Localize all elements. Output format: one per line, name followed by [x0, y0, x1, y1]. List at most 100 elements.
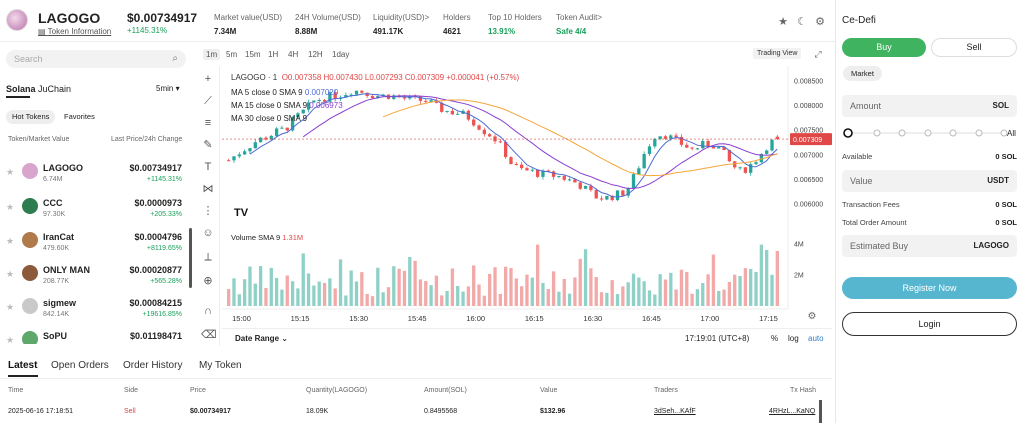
star-icon[interactable]: ★: [6, 236, 15, 246]
value-field[interactable]: Value USDT: [842, 170, 1017, 192]
interval-tab[interactable]: 1m: [203, 49, 221, 60]
ma5-line: [249, 93, 778, 198]
volume-bar: [519, 286, 524, 306]
volume-bar: [227, 289, 231, 306]
lock-icon[interactable]: ⌫: [201, 329, 217, 341]
volume-bar: [631, 273, 636, 306]
volume-bar: [658, 274, 662, 306]
token-list-item[interactable]: ★ sigmew 842.14K $0.00084215 +19616.85%: [0, 293, 192, 327]
interval-tab[interactable]: 1H: [268, 50, 279, 59]
chain-tab-solana[interactable]: Solana: [6, 84, 36, 94]
volume-bar: [424, 281, 428, 306]
auto-toggle[interactable]: auto: [808, 334, 824, 343]
volume-bar: [546, 289, 550, 306]
volume-bar: [333, 288, 337, 306]
interval-tab[interactable]: 4H: [288, 50, 299, 59]
interval-tab[interactable]: 12H: [308, 50, 323, 59]
volume-bar: [402, 270, 407, 306]
ruler-icon[interactable]: ⟂: [204, 251, 212, 263]
price-tick-label: 0.008000: [794, 103, 823, 110]
candle-body: [685, 144, 689, 148]
price-chart[interactable]: 0.008500 0.008000 0.007500 0.007000 0.006500…: [222, 66, 834, 328]
login-button[interactable]: Login: [842, 312, 1017, 336]
star-icon[interactable]: ★: [6, 269, 15, 279]
amount-field[interactable]: Amount SOL: [842, 95, 1017, 117]
amount-slider[interactable]: [840, 126, 1020, 140]
orders-tab[interactable]: Latest: [8, 360, 38, 371]
hlines-icon[interactable]: ≡: [204, 117, 212, 129]
volume-tick-label: 2M: [794, 273, 804, 280]
search-icon: ⌕: [172, 53, 178, 64]
interval-tab[interactable]: 15m: [245, 50, 261, 59]
token-list-item[interactable]: ★ CCC 97.30K $0.0000973 +205.33%: [0, 193, 192, 227]
volume-bar: [765, 249, 769, 306]
candle-body: [615, 190, 620, 201]
percent-toggle[interactable]: %: [771, 334, 779, 343]
slider-all-label[interactable]: All: [1007, 129, 1016, 138]
star-icon[interactable]: ★: [778, 16, 788, 28]
volume-bar: [445, 290, 449, 306]
volume-bar: [365, 293, 369, 306]
interval-tab[interactable]: 1day: [332, 50, 350, 59]
orders-cell[interactable]: 3dSeh...KAfF: [654, 408, 696, 415]
volume-bar: [690, 293, 694, 306]
candle-body: [328, 92, 332, 102]
time-tick-label: 15:15: [291, 314, 310, 323]
token-list-item[interactable]: ★ SoPU $0.01198471: [0, 326, 192, 344]
chart-settings-icon[interactable]: ⚙: [807, 311, 817, 322]
text-icon[interactable]: T: [204, 161, 212, 173]
stat-block: Top 10 Holders 13.91%: [488, 13, 542, 36]
trendline-icon[interactable]: ⟋: [204, 95, 212, 107]
brush-icon[interactable]: ✎: [203, 139, 213, 151]
sell-button[interactable]: Sell: [931, 38, 1017, 57]
pattern-icon[interactable]: ⋈: [202, 183, 214, 195]
star-icon[interactable]: ★: [6, 302, 15, 312]
volume-bar: [472, 265, 476, 306]
fullscreen-icon[interactable]: ⤢: [814, 49, 822, 59]
token-info-link[interactable]: ▤ Token Information: [38, 27, 112, 36]
tab-favorites[interactable]: Favorites: [64, 112, 95, 121]
token-list-item[interactable]: ★ ONLY MAN 208.77K $0.00020877 +565.28%: [0, 260, 192, 294]
interval-tab[interactable]: 5m: [226, 50, 238, 59]
gear-icon[interactable]: ⚙: [815, 16, 825, 28]
orders-tab[interactable]: Order History: [123, 360, 183, 371]
token-list-item[interactable]: ★ LAGOGO 6.74M $0.00734917 +1145.31%: [0, 158, 192, 192]
star-icon[interactable]: ★: [6, 335, 15, 344]
date-range-select[interactable]: Date Range ⌄: [235, 334, 288, 343]
volume-bar: [386, 287, 391, 306]
log-toggle[interactable]: log: [788, 334, 799, 343]
emoji-icon[interactable]: ☺: [202, 227, 214, 239]
volume-bar: [717, 290, 721, 306]
candle-body: [440, 102, 444, 112]
search-input[interactable]: Search ⌕: [6, 50, 186, 68]
magnet-icon[interactable]: ∩: [204, 305, 212, 317]
candle-body: [232, 156, 236, 161]
chain-tab-juchain[interactable]: JuChain: [38, 84, 72, 94]
token-mcap: 208.77K: [43, 278, 70, 285]
orders-col-header: Side: [124, 387, 139, 394]
crosshair-icon[interactable]: +: [204, 73, 212, 85]
moon-icon[interactable]: ☾: [797, 16, 807, 28]
tab-hot-tokens[interactable]: Hot Tokens: [6, 110, 56, 124]
buy-button[interactable]: Buy: [842, 38, 926, 57]
token-list-item[interactable]: ★ IranCat 479.60K $0.0004796 +8119.65%: [0, 227, 192, 261]
orders-tab[interactable]: Open Orders: [51, 360, 109, 371]
orders-tab[interactable]: My Token: [199, 360, 242, 371]
timeframe-select[interactable]: 5min ▾: [156, 84, 180, 93]
zoom-icon[interactable]: ⊕: [203, 275, 213, 287]
market-order-pill[interactable]: Market: [843, 66, 882, 81]
orders-col-header: Price: [190, 387, 206, 394]
volume-bar: [280, 289, 284, 306]
orders-scrollbar[interactable]: [819, 400, 822, 423]
fib-icon[interactable]: ⋮: [202, 205, 214, 217]
volume-bar: [759, 244, 764, 306]
volume-bar: [535, 244, 540, 306]
orders-cell[interactable]: 4RHzL...KaNQ: [769, 408, 816, 415]
trading-view-button[interactable]: Trading View: [753, 48, 802, 59]
star-icon[interactable]: ★: [6, 167, 15, 177]
token-name: LAGOGO: [43, 163, 83, 173]
candle-body: [567, 179, 572, 181]
star-icon[interactable]: ★: [6, 202, 15, 212]
register-button[interactable]: Register Now: [842, 277, 1017, 299]
sidebar-scrollbar[interactable]: [189, 228, 192, 288]
